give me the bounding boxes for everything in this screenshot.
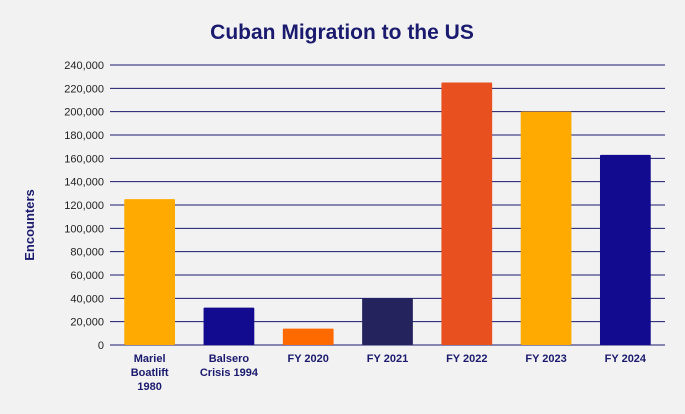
x-tick-label: FY 2024 [605,353,647,365]
bar [124,199,176,345]
bar [362,298,413,345]
x-tick-label: FY 2021 [367,353,408,365]
y-tick-label: 80,000 [70,247,104,259]
x-tick-label: FY 2022 [446,353,487,365]
y-axis-title: Encounters [22,189,37,261]
chart-title: Cuban Migration to the US [210,21,474,44]
y-axis-ticks: 0 20,000 40,000 60,000 80,000 100,000 120,000 1… [64,60,104,352]
y-tick-label: 140,000 [64,177,104,189]
gridlines [110,64,665,346]
x-tick-label: FY 2020 [288,353,329,365]
x-tick-label: Balsero Crisis 1994 [200,353,259,379]
y-tick-label: 60,000 [70,270,104,282]
y-tick-label: 240,000 [64,60,104,72]
x-tick-label: Mariel Boatlift 1980 [131,353,169,393]
bar [520,111,572,346]
y-tick-label: 220,000 [64,83,104,95]
bar [282,328,334,345]
y-tick-label: 160,000 [64,153,104,165]
y-tick-label: 180,000 [64,130,104,142]
y-tick-label: 20,000 [70,317,104,329]
y-tick-label: 120,000 [64,200,104,212]
bars [124,82,651,346]
x-tick-label: FY 2023 [525,353,566,365]
y-tick-label: 0 [98,340,104,352]
y-tick-label: 100,000 [64,223,104,235]
y-tick-label: 40,000 [70,293,104,305]
x-axis-labels: Mariel Boatlift 1980 Balsero Crisis 1994 FY 2… [131,353,647,393]
bar [203,307,255,345]
bar [599,154,651,345]
bar [441,82,493,345]
y-tick-label: 200,000 [64,107,104,119]
